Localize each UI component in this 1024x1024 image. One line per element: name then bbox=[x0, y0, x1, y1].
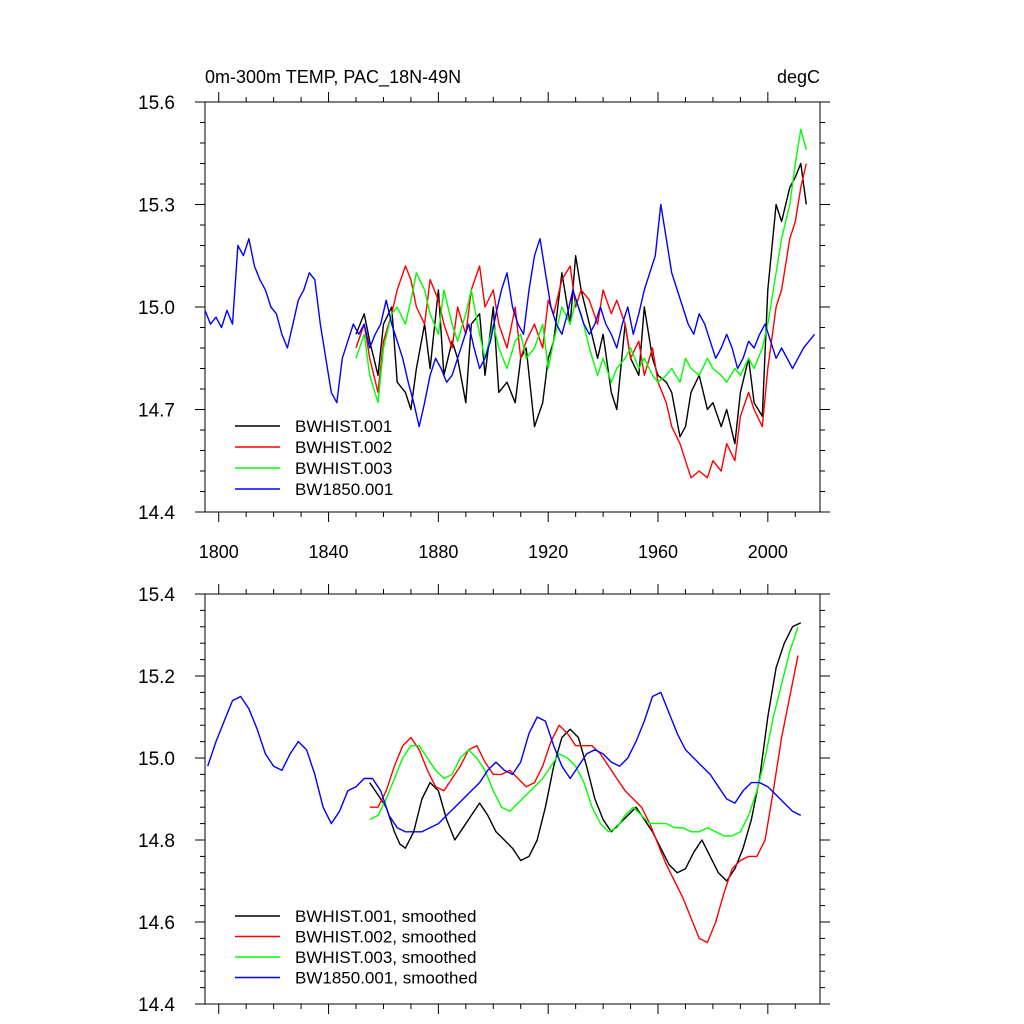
legend-label: BW1850.001 bbox=[295, 480, 393, 499]
legend-label: BWHIST.003 bbox=[295, 459, 392, 478]
series-line-bwhist-001 bbox=[369, 622, 802, 882]
y-tick-label: 14.6 bbox=[138, 913, 175, 934]
top-panel-units: degC bbox=[777, 67, 820, 87]
series-line-bwhist-002 bbox=[369, 655, 799, 944]
legend-label: BWHIST.003, smoothed bbox=[295, 948, 476, 967]
legend-label: BW1850.001, smoothed bbox=[295, 969, 477, 988]
x-tick-label: 1880 bbox=[418, 542, 458, 562]
bottom-panel-ticks bbox=[195, 584, 830, 1014]
top-panel: 1800 1840 1880 1920 1960 2000 14.4 14.7 15.0 15.3… bbox=[138, 92, 830, 562]
legend-label: BWHIST.001, smoothed bbox=[295, 907, 476, 926]
bottom-panel: 14.4 14.6 14.8 15.0 15.2 15.4 BWHIST.001, smo… bbox=[138, 584, 830, 1016]
y-tick-label: 14.7 bbox=[138, 401, 175, 422]
y-tick-label: 14.8 bbox=[138, 831, 175, 852]
top-panel-tick-labels: 1800 1840 1880 1920 1960 2000 14.4 14.7 15.0 15.3… bbox=[138, 93, 788, 562]
series-line-bwhist-002 bbox=[355, 163, 807, 479]
top-panel-series bbox=[204, 128, 816, 479]
bottom-panel-tick-labels: 14.4 14.6 14.8 15.0 15.2 15.4 bbox=[138, 585, 175, 1016]
y-tick-label: 14.4 bbox=[138, 503, 175, 524]
top-panel-legend: BWHIST.001 BWHIST.002 BWHIST.003 BW1850.001 bbox=[235, 417, 393, 499]
x-tick-label: 1800 bbox=[199, 542, 239, 562]
x-tick-label: 1960 bbox=[638, 542, 678, 562]
y-tick-label: 15.4 bbox=[138, 585, 175, 606]
legend-label: BWHIST.002 bbox=[295, 438, 392, 457]
series-line-bwhist-003 bbox=[369, 626, 799, 837]
series-line-bwhist-001 bbox=[355, 162, 807, 445]
series-line-bw1850-001 bbox=[207, 691, 802, 833]
top-panel-title: 0m-300m TEMP, PAC_18N-49N bbox=[205, 67, 461, 88]
y-tick-label: 15.0 bbox=[138, 749, 175, 770]
bottom-panel-series bbox=[207, 622, 802, 944]
series-line-bw1850-001 bbox=[204, 203, 816, 428]
legend-label: BWHIST.002, smoothed bbox=[295, 928, 476, 947]
bottom-panel-legend: BWHIST.001, smoothed BWHIST.002, smoothed… bbox=[235, 907, 477, 988]
y-tick-label: 15.2 bbox=[138, 667, 175, 688]
top-panel-ticks bbox=[195, 92, 830, 522]
legend-label: BWHIST.001 bbox=[295, 417, 392, 436]
y-tick-label: 14.4 bbox=[138, 995, 175, 1016]
y-tick-label: 15.0 bbox=[138, 298, 175, 319]
x-tick-label: 1920 bbox=[528, 542, 568, 562]
x-tick-label: 1840 bbox=[309, 542, 349, 562]
bottom-panel-frame bbox=[204, 593, 821, 1005]
y-tick-label: 15.6 bbox=[138, 93, 175, 114]
x-tick-label: 2000 bbox=[748, 542, 788, 562]
y-tick-label: 15.3 bbox=[138, 196, 175, 217]
series-line-bwhist-003 bbox=[355, 128, 807, 404]
